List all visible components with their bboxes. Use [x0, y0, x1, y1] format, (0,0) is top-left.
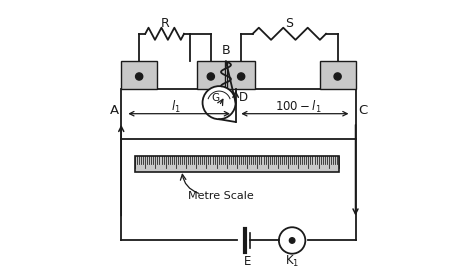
Bar	[319, 61, 356, 89]
Circle shape	[136, 73, 143, 80]
Bar	[121, 89, 356, 138]
Text: S: S	[285, 17, 293, 30]
Bar	[121, 61, 157, 89]
Circle shape	[202, 86, 236, 119]
Circle shape	[334, 73, 341, 80]
Text: $100 - \it{l}_1$: $100 - \it{l}_1$	[275, 99, 322, 115]
Text: C: C	[358, 104, 367, 117]
Text: Metre Scale: Metre Scale	[188, 191, 253, 201]
Text: G: G	[211, 93, 219, 103]
Text: A: A	[110, 104, 119, 117]
Circle shape	[279, 227, 305, 254]
Bar	[197, 61, 225, 89]
Text: E: E	[244, 255, 251, 268]
Text: D: D	[238, 91, 247, 104]
Circle shape	[289, 238, 295, 243]
Bar	[228, 61, 255, 89]
Text: R: R	[160, 17, 169, 30]
Text: K$_1$: K$_1$	[285, 254, 299, 269]
Bar	[135, 157, 339, 171]
Text: B: B	[222, 44, 230, 57]
Circle shape	[237, 73, 245, 80]
Text: $\it{l}_1$: $\it{l}_1$	[171, 99, 181, 115]
Circle shape	[207, 73, 214, 80]
